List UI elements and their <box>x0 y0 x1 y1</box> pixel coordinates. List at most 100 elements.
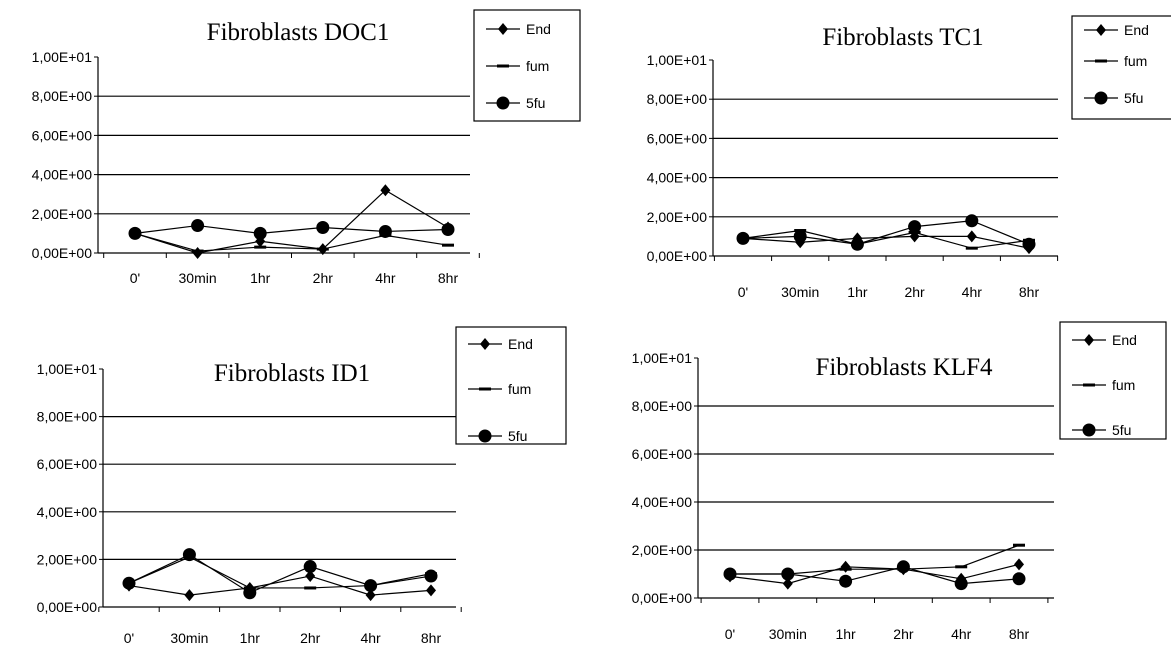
series-line <box>134 232 449 252</box>
data-point <box>303 560 317 574</box>
legend-label: 5fu <box>508 428 527 444</box>
legend-label: fum <box>1124 53 1147 69</box>
x-tick-label: 30min <box>781 284 819 300</box>
data-point <box>191 249 204 253</box>
data-point <box>781 567 795 581</box>
series-fum <box>737 229 1035 250</box>
x-tick-label: 4hr <box>375 270 396 286</box>
data-point <box>736 231 750 245</box>
legend-label: End <box>526 21 551 37</box>
legend-marker <box>496 96 510 110</box>
series-5fu <box>723 560 1026 591</box>
chart-title: Fibroblasts DOC1 <box>207 19 390 46</box>
legend: End fum 5fu <box>455 326 567 445</box>
y-tick-label: 0,00E+00 <box>632 590 693 606</box>
y-tick-label: 2,00E+00 <box>632 542 693 558</box>
x-tick-label: 30min <box>769 626 807 642</box>
data-point <box>182 548 196 562</box>
chart-panel-4: Fibroblasts KLF4 1,00E+01 8,00E+00 6,00E+00… <box>632 321 1167 642</box>
y-tick-label: 8,00E+00 <box>632 398 693 414</box>
x-tick-label: 2hr <box>313 270 334 286</box>
y-tick-label: 1,00E+01 <box>37 361 98 377</box>
data-point <box>966 230 977 243</box>
legend-box <box>1059 321 1167 440</box>
x-tick-label: 2hr <box>904 284 925 300</box>
data-point <box>840 560 851 573</box>
x-tick-label: 2hr <box>300 630 321 646</box>
x-tick-label: 8hr <box>1019 284 1040 300</box>
legend-marker <box>1095 59 1107 63</box>
legend: End fum 5fu <box>473 9 581 122</box>
x-tick-label: 8hr <box>1009 626 1030 642</box>
data-point <box>1014 558 1024 571</box>
y-tick-label: 6,00E+00 <box>37 456 98 472</box>
data-point <box>424 569 438 583</box>
data-point <box>850 237 864 251</box>
series-End <box>738 230 1034 255</box>
data-point <box>378 224 392 238</box>
legend-label: fum <box>508 381 531 397</box>
legend-marker <box>1083 383 1095 387</box>
data-point <box>441 222 455 236</box>
legend-marker <box>1084 334 1094 346</box>
y-tick-label: 0,00E+00 <box>32 245 93 261</box>
data-point <box>364 579 378 593</box>
legend-label: fum <box>1112 377 1135 393</box>
series-line <box>730 566 1020 585</box>
legend-label: End <box>1112 332 1137 348</box>
series-End <box>124 570 436 602</box>
legend-marker <box>480 338 490 350</box>
y-tick-label: 8,00E+00 <box>647 91 708 107</box>
data-point <box>316 247 329 251</box>
legend-label: 5fu <box>1112 422 1131 438</box>
y-tick-label: 8,00E+00 <box>32 88 93 104</box>
data-point <box>304 586 317 590</box>
data-point <box>243 586 257 600</box>
y-tick-label: 6,00E+00 <box>647 130 708 146</box>
x-tick-label: 8hr <box>438 270 459 286</box>
series-line <box>742 220 1030 245</box>
series-fum <box>123 555 437 590</box>
series-line <box>134 189 449 254</box>
series-line <box>742 229 1030 249</box>
y-tick-label: 1,00E+01 <box>647 52 708 68</box>
y-tick-label: 4,00E+00 <box>32 167 93 183</box>
x-tick-label: 1hr <box>835 626 856 642</box>
data-point <box>1012 572 1026 586</box>
data-point <box>955 565 968 569</box>
legend-label: fum <box>526 58 549 74</box>
y-tick-label: 4,00E+00 <box>647 170 708 186</box>
legend-label: 5fu <box>526 95 545 111</box>
data-point <box>1022 237 1036 251</box>
legend-marker <box>478 429 492 443</box>
chart-panel-3: Fibroblasts ID1 1,00E+01 8,00E+00 6,00E+00 4… <box>37 326 567 646</box>
data-point <box>184 589 195 602</box>
data-point <box>723 567 737 581</box>
x-tick-label: 0' <box>130 270 140 286</box>
data-point <box>254 245 267 249</box>
y-tick-label: 1,00E+01 <box>632 350 693 366</box>
data-point <box>122 576 136 590</box>
legend: End fum 5fu <box>1059 321 1167 440</box>
x-tick-label: 2hr <box>893 626 914 642</box>
series-line <box>128 553 432 594</box>
series-line <box>128 575 432 596</box>
y-tick-label: 0,00E+00 <box>647 248 708 264</box>
legend-marker <box>498 23 508 35</box>
x-tick-label: 0' <box>725 626 735 642</box>
y-tick-label: 4,00E+00 <box>632 494 693 510</box>
x-tick-label: 4hr <box>951 626 972 642</box>
data-point <box>793 229 807 243</box>
y-tick-label: 6,00E+00 <box>632 446 693 462</box>
series-line <box>729 563 1020 585</box>
data-point <box>839 567 852 571</box>
legend-marker <box>497 64 509 68</box>
series-5fu <box>736 214 1036 251</box>
legend-marker <box>1094 91 1108 105</box>
data-point <box>253 226 267 240</box>
data-point <box>365 589 376 602</box>
data-point <box>380 184 391 197</box>
y-tick-label: 2,00E+00 <box>32 206 93 222</box>
legend-marker <box>1082 423 1096 437</box>
